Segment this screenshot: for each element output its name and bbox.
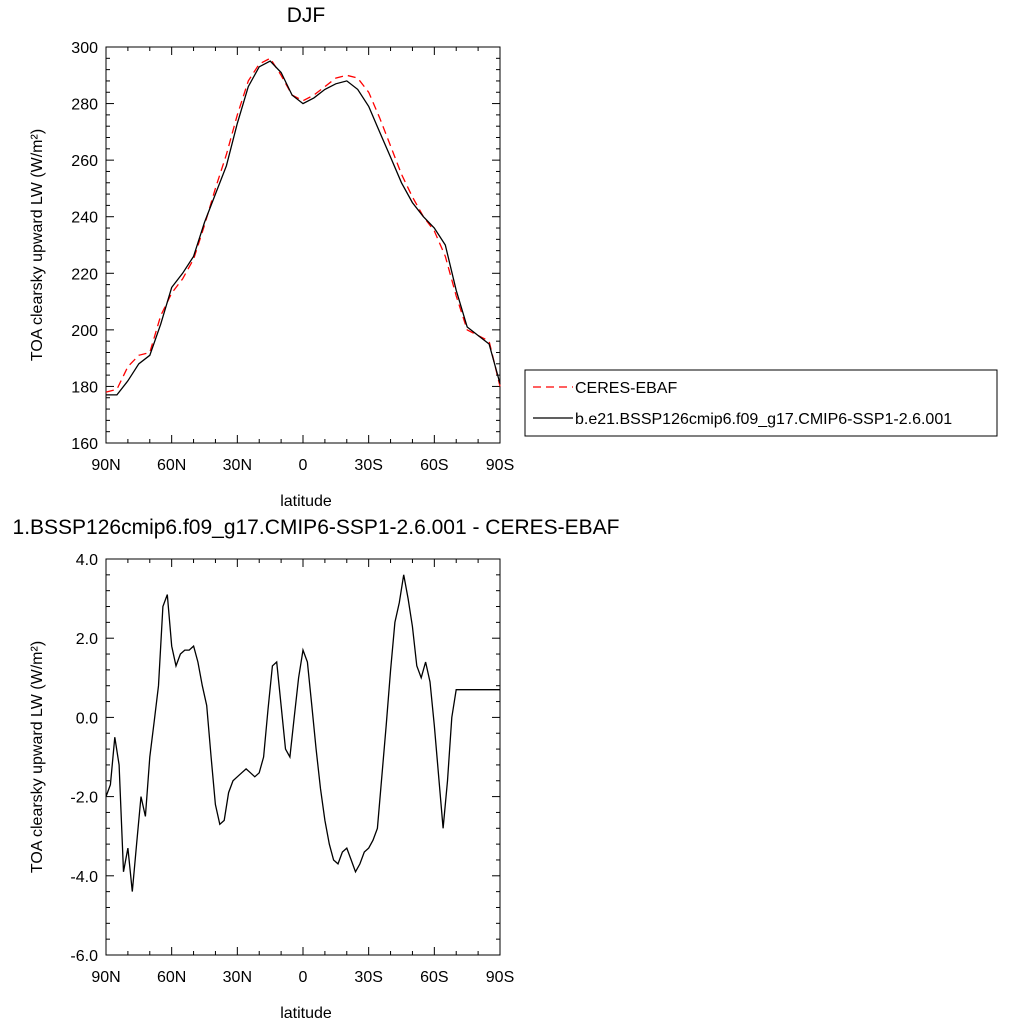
y-tick-label: 160	[71, 436, 98, 453]
y-tick-label: 260	[71, 153, 98, 170]
legend-box	[524, 369, 998, 437]
y-tick-label: 4.0	[76, 552, 98, 569]
x-tick-label: 30N	[223, 457, 252, 474]
bottom-y-axis-label: TOA clearsky upward LW (W/m²)	[29, 641, 46, 873]
legend-label-model: b.e21.BSSP126cmip6.f09_g17.CMIP6-SSP1-2.…	[575, 411, 952, 428]
legend-label-ceres: CERES-EBAF	[575, 380, 677, 397]
x-tick-label: 30S	[354, 457, 382, 474]
bottom-chart-title: 1.BSSP126cmip6.f09_g17.CMIP6-SSP1-2.6.00…	[13, 516, 620, 539]
x-tick-label: 60N	[157, 457, 186, 474]
y-tick-label: 180	[71, 379, 98, 396]
y-tick-label: -2.0	[70, 790, 98, 807]
y-tick-label: -4.0	[70, 869, 98, 886]
y-tick-label: 200	[71, 323, 98, 340]
bottom-panel: 1.BSSP126cmip6.f09_g17.CMIP6-SSP1-2.6.00…	[13, 516, 620, 1022]
x-tick-label: 30S	[354, 969, 382, 986]
x-tick-label: 0	[299, 457, 308, 474]
x-tick-label: 30N	[223, 969, 252, 986]
series-line-1-0	[105, 574, 500, 892]
bottom-x-axis-label: latitude	[280, 1005, 332, 1022]
series-line-0-1	[106, 60, 501, 396]
legend: CERES-EBAF b.e21.BSSP126cmip6.f09_g17.CM…	[524, 369, 998, 437]
top-chart-title: DJF	[287, 4, 326, 27]
y-tick-label: -6.0	[70, 948, 98, 965]
x-tick-label: 60N	[157, 969, 186, 986]
x-tick-label: 90N	[91, 969, 120, 986]
y-tick-label: 300	[71, 40, 98, 57]
x-tick-label: 0	[299, 969, 308, 986]
y-tick-label: 2.0	[76, 631, 98, 648]
top-x-axis-label: latitude	[280, 493, 332, 510]
x-tick-label: 60S	[420, 969, 448, 986]
bottom-plot-area: 90N 60N 30N 0 30S 60S 90S -6.0 -4.0 -2.0 0.0 2.0 4.0	[70, 552, 514, 986]
y-tick-label: 280	[71, 97, 98, 114]
top-y-axis-label: TOA clearsky upward LW (W/m²)	[29, 129, 46, 361]
plot-frame	[105, 558, 501, 956]
x-tick-label: 90S	[486, 969, 514, 986]
y-tick-label: 220	[71, 266, 98, 283]
x-tick-label: 90N	[91, 457, 120, 474]
top-panel: DJF 90N 60N 30N 0 30S 60S 90S 160 180 200 220 240 26…	[29, 4, 514, 510]
x-tick-label: 90S	[486, 457, 514, 474]
x-tick-label: 60S	[420, 457, 448, 474]
y-tick-label: 0.0	[76, 710, 98, 727]
series-line-0-0	[105, 57, 501, 393]
top-plot-area: 90N 60N 30N 0 30S 60S 90S 160 180 200 220 240 260 280…	[71, 40, 514, 474]
y-tick-label: 240	[71, 210, 98, 227]
